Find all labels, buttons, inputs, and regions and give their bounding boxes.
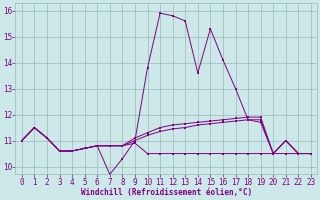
X-axis label: Windchill (Refroidissement éolien,°C): Windchill (Refroidissement éolien,°C) [81, 188, 252, 197]
